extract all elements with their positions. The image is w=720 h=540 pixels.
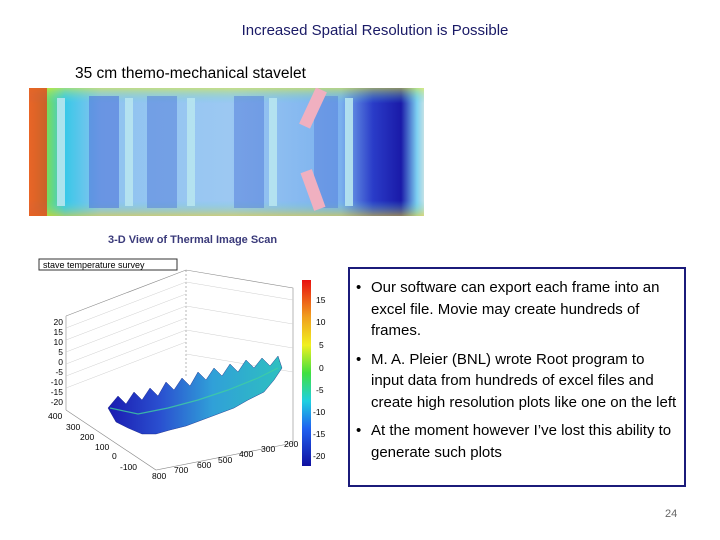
z-tick: -20 xyxy=(51,397,64,407)
list-item: • Our software can export each frame int… xyxy=(356,277,678,342)
bullet-text: M. A. Pleier (BNL) wrote Root program to… xyxy=(371,350,677,411)
scan-caption: 3-D View of Thermal Image Scan xyxy=(108,234,278,246)
colorbar-tick: -10 xyxy=(313,407,326,417)
z-tick: -10 xyxy=(51,377,64,387)
list-item: • At the moment however I’ve lost this a… xyxy=(356,420,678,463)
x-tick: 400 xyxy=(239,449,253,459)
surface-plot: stave temperature survey 20 15 10 5 0 -5… xyxy=(38,258,326,480)
z-tick: 10 xyxy=(54,337,64,347)
y-tick: 200 xyxy=(80,432,94,442)
bullet-box: • Our software can export each frame int… xyxy=(348,267,686,487)
colorbar-tick: -20 xyxy=(313,451,326,461)
z-tick: -15 xyxy=(51,387,64,397)
z-tick: 15 xyxy=(54,327,64,337)
x-tick: 300 xyxy=(261,444,275,454)
colorbar-tick: 15 xyxy=(316,295,326,305)
bullet-glyph: • xyxy=(356,350,362,368)
subtitle: 35 cm themo-mechanical stavelet xyxy=(75,65,306,82)
surface-mesh xyxy=(107,355,283,435)
z-tick: 5 xyxy=(58,347,63,357)
colorbar-tick: 0 xyxy=(319,363,324,373)
thermal-image xyxy=(29,88,429,216)
y-tick: 100 xyxy=(95,442,109,452)
plot-title-box xyxy=(38,258,178,271)
list-item: • M. A. Pleier (BNL) wrote Root program … xyxy=(356,349,678,414)
plot-title: stave temperature survey xyxy=(43,260,145,270)
z-tick: 0 xyxy=(58,357,63,367)
x-tick: 800 xyxy=(152,471,166,480)
y-tick: -100 xyxy=(120,462,137,472)
colorbar-tick: -15 xyxy=(313,429,326,439)
colorbar-tick: -5 xyxy=(316,385,324,395)
colorbar xyxy=(302,280,311,466)
x-tick: 600 xyxy=(197,460,211,470)
x-tick: 700 xyxy=(174,465,188,475)
x-tick: 500 xyxy=(218,455,232,465)
bullet-glyph: • xyxy=(356,279,362,296)
bullet-glyph: • xyxy=(356,422,362,439)
page-title: Increased Spatial Resolution is Possible xyxy=(241,22,509,39)
page-number: 24 xyxy=(665,508,678,520)
colorbar-tick: 10 xyxy=(316,317,326,327)
z-tick: 20 xyxy=(54,317,64,327)
y-tick: 400 xyxy=(48,411,62,421)
bullet-text: At the moment however I’ve lost this abi… xyxy=(371,422,672,461)
y-tick: 0 xyxy=(112,451,117,461)
bullet-text: Our software can export each frame into … xyxy=(371,279,660,339)
x-tick: 200 xyxy=(284,439,298,449)
y-tick: 300 xyxy=(66,422,80,432)
colorbar-tick: 5 xyxy=(319,340,324,350)
z-tick: -5 xyxy=(55,367,63,377)
